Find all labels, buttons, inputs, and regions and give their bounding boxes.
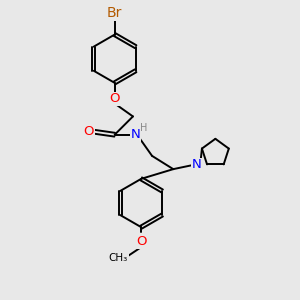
Text: Br: Br	[107, 6, 122, 20]
Text: O: O	[110, 92, 120, 105]
Text: O: O	[136, 236, 146, 248]
Text: N: N	[131, 128, 141, 141]
Text: N: N	[191, 158, 201, 171]
Text: CH₃: CH₃	[109, 253, 128, 263]
Text: O: O	[83, 125, 94, 138]
Text: H: H	[140, 123, 148, 133]
